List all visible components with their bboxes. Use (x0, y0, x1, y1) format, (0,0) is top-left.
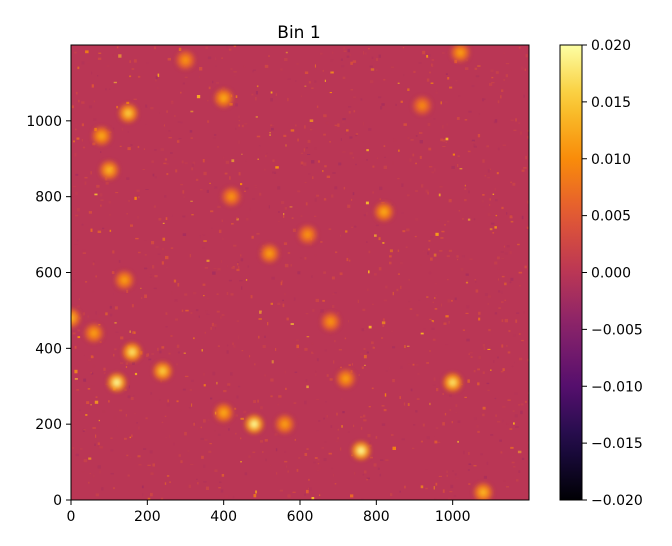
colorbar-tick-label: 0.005 (591, 209, 631, 225)
y-tick-label: 400 (35, 341, 62, 357)
colorbar-tick-label: 0.010 (591, 152, 631, 168)
x-tick-label: 400 (210, 509, 237, 525)
colorbar-tick-label: −0.010 (591, 379, 643, 395)
y-axis: 0 200 400 600 800 1000 (26, 114, 71, 509)
plot-area (70, 44, 530, 501)
heatmap-hotspot (214, 403, 233, 422)
heatmap-hotspot (92, 127, 111, 145)
heatmap-hotspot (413, 96, 432, 115)
chart-title: Bin 1 (277, 23, 320, 43)
colorbar-tick-label: −0.015 (591, 436, 643, 452)
heatmap-hotspot (260, 244, 279, 263)
colorbar-tick-label: −0.020 (591, 493, 643, 509)
heatmap-hotspot (336, 369, 355, 388)
y-tick-label: 1000 (26, 114, 62, 130)
heatmap-hotspot (107, 373, 126, 392)
heatmap-hotspot (123, 343, 142, 362)
heatmap-hotspot (474, 483, 493, 500)
heatmap-hotspot (71, 309, 80, 327)
heatmap-hotspot (214, 89, 233, 108)
heatmap-hotspot (119, 104, 138, 123)
x-tick-label: 600 (287, 509, 314, 525)
heatmap-hotspot (451, 45, 470, 62)
heatmap-texture (71, 45, 529, 500)
y-tick-label: 800 (35, 190, 62, 206)
y-tick-label: 600 (35, 266, 62, 282)
heatmap-hotspot (153, 362, 172, 381)
heatmap-hotspot (245, 415, 264, 434)
x-tick-label: 0 (67, 509, 76, 525)
colorbar: 0.020 0.015 0.010 0.005 0.000 −0.005 −0.010 −0.… (559, 38, 643, 509)
heatmap-hotspot (275, 415, 294, 434)
colorbar-gradient (559, 44, 583, 501)
heatmap-hotspot (222, 187, 241, 206)
heatmap-hotspot (176, 51, 195, 70)
x-tick-label: 800 (363, 509, 390, 525)
y-tick-label: 200 (35, 417, 62, 433)
x-tick-label: 200 (134, 509, 161, 525)
heatmap-hotspot (84, 324, 103, 343)
x-tick-label: 1000 (435, 509, 471, 525)
heatmap-hotspot (100, 161, 119, 180)
heatmap-hotspot (321, 312, 340, 331)
heatmap-hotspot (352, 441, 371, 460)
colorbar-tick-label: −0.005 (591, 322, 643, 338)
heatmap-hotspot (374, 202, 393, 221)
heatmap-hotspot (298, 225, 317, 244)
heatmap-hotspot (443, 373, 462, 392)
heatmap-hotspot (115, 271, 134, 290)
colorbar-tick-label: 0.020 (591, 38, 631, 54)
x-axis: 0 200 400 600 800 1000 (67, 500, 471, 525)
y-tick-label: 0 (53, 493, 62, 509)
colorbar-tick-label: 0.000 (591, 266, 631, 282)
colorbar-tick-label: 0.015 (591, 95, 631, 111)
